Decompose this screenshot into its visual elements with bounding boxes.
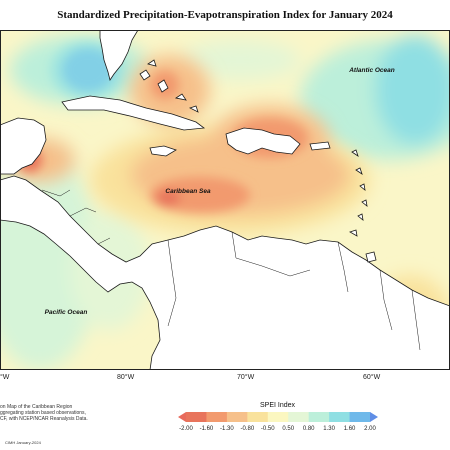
legend-tick-label: -1.30 xyxy=(220,426,234,432)
label-atlantic-ocean: Atlantic Ocean xyxy=(348,67,395,74)
lon-label-70w: 70°W xyxy=(237,374,255,381)
map-title: Standardized Precipitation-Evapotranspir… xyxy=(57,9,393,21)
legend-high-arrow xyxy=(370,412,378,422)
country-borders xyxy=(41,189,421,351)
credit-line-1: on Map of the Caribbean Region xyxy=(0,404,73,410)
spei-legend-bar xyxy=(178,412,378,422)
lon-label-edge: °W xyxy=(0,374,10,381)
legend-tick-label: -0.50 xyxy=(260,426,275,432)
legend-swatch xyxy=(349,412,371,422)
central-south-america xyxy=(0,175,450,370)
legend-swatch xyxy=(206,412,228,422)
lon-label-80w: 80°W xyxy=(117,374,135,381)
legend-tick-label: -1.60 xyxy=(199,426,214,432)
cuba xyxy=(61,95,206,131)
puerto-rico xyxy=(309,141,331,151)
legend-swatch xyxy=(267,412,289,422)
jamaica xyxy=(149,145,177,157)
footer-credit: CIMH January-2024 xyxy=(5,440,41,445)
legend-tick-label: 1.30 xyxy=(323,426,335,432)
lon-label-60w: 60°W xyxy=(363,374,381,381)
yucatan xyxy=(0,117,47,175)
hispaniola xyxy=(225,127,301,155)
legend-tick-label: 2.00 xyxy=(364,426,376,432)
spei-map: Atlantic Ocean Caribbean Sea Pacific Oce… xyxy=(0,30,450,370)
land-masses xyxy=(0,30,450,370)
legend-swatch xyxy=(288,412,309,422)
credit-line-2: ggregating station based observations, xyxy=(0,410,86,416)
legend-tick-label: 0.50 xyxy=(282,426,295,432)
legend-swatch xyxy=(186,412,207,422)
legend-tick-label: 1.60 xyxy=(343,426,356,432)
label-pacific-ocean: Pacific Ocean xyxy=(45,309,88,316)
dry-center-caribbean xyxy=(156,190,180,206)
florida xyxy=(99,30,139,81)
legend-swatch xyxy=(226,412,248,422)
credit-line-3: CF, with NCEP/NCAR Reanalysis Data. xyxy=(0,416,88,422)
legend-tick-label: 0.80 xyxy=(302,426,315,432)
legend-title: SPEI Index xyxy=(260,402,296,409)
legend-tick-labels: -2.00 -1.60 -1.30 -0.80 -0.50 0.50 0.80 1.30 1.6… xyxy=(178,426,378,436)
legend-swatch xyxy=(247,412,269,422)
legend-swatch xyxy=(308,412,330,422)
legend-swatch xyxy=(329,412,350,422)
legend-tick-label: -0.80 xyxy=(240,426,255,432)
label-caribbean-sea: Caribbean Sea xyxy=(165,188,211,195)
legend-low-arrow xyxy=(178,412,186,422)
legend-tick-label: -2.00 xyxy=(179,426,193,432)
